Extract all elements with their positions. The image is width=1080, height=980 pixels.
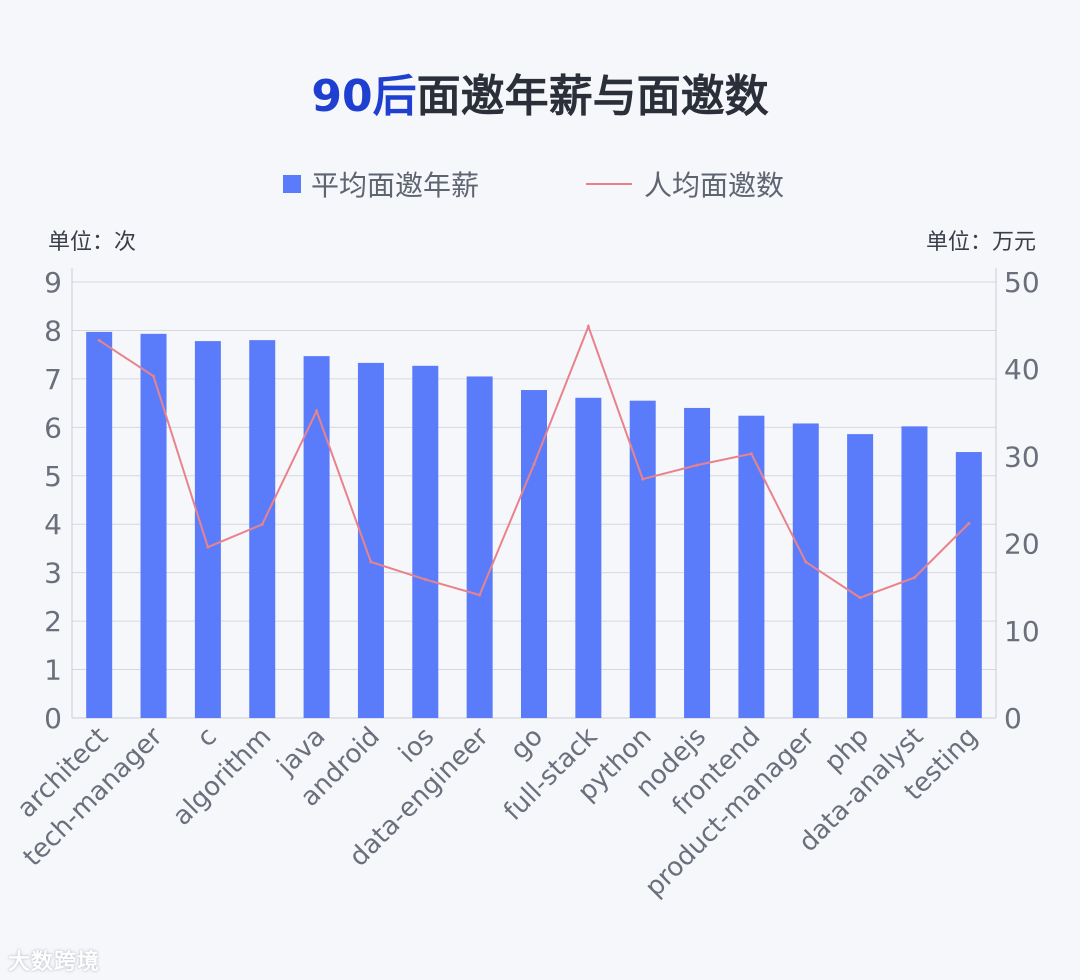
bar bbox=[738, 415, 765, 718]
line-point bbox=[858, 596, 862, 600]
line-point bbox=[695, 463, 699, 467]
right-tick-label: 20 bbox=[1004, 528, 1040, 561]
left-tick-label: 0 bbox=[44, 702, 62, 735]
right-tick-label: 0 bbox=[1004, 702, 1022, 735]
left-tick-label: 9 bbox=[44, 266, 62, 299]
line-point bbox=[152, 374, 156, 378]
chart-title: 90后面邀年薪与面邀数 bbox=[0, 60, 1080, 124]
bar bbox=[955, 452, 982, 718]
line-point bbox=[423, 577, 427, 581]
line-point bbox=[260, 522, 264, 526]
left-tick-label: 1 bbox=[44, 654, 62, 687]
x-tick-label: c bbox=[192, 722, 223, 753]
line-point bbox=[586, 324, 590, 328]
legend-swatch-bar bbox=[283, 175, 301, 193]
chart-title-highlight: 90后 bbox=[311, 71, 417, 122]
bar bbox=[901, 426, 928, 718]
x-tick-label: algorithm bbox=[167, 722, 277, 832]
left-tick-label: 4 bbox=[44, 508, 62, 541]
line-point bbox=[315, 409, 319, 413]
line-point bbox=[206, 545, 210, 549]
legend-label-bar: 平均面邀年薪 bbox=[311, 169, 480, 202]
bar bbox=[140, 333, 167, 718]
bar bbox=[629, 400, 656, 718]
right-tick-label: 10 bbox=[1004, 615, 1040, 648]
bar bbox=[86, 331, 113, 718]
right-tick-label: 40 bbox=[1004, 353, 1040, 386]
left-axis-unit: 单位：次 bbox=[48, 230, 137, 255]
left-tick-label: 7 bbox=[44, 363, 62, 396]
x-tick-label: go bbox=[505, 722, 549, 766]
bar bbox=[412, 365, 439, 718]
line-point bbox=[749, 452, 753, 456]
legend-label-line: 人均面邀数 bbox=[644, 169, 785, 202]
line-point bbox=[912, 576, 916, 580]
bar bbox=[303, 356, 330, 718]
line-point bbox=[804, 560, 808, 564]
line-point bbox=[967, 522, 971, 526]
left-tick-label: 6 bbox=[44, 411, 62, 444]
bar bbox=[357, 362, 384, 718]
left-tick-label: 3 bbox=[44, 557, 62, 590]
line-point bbox=[97, 338, 101, 342]
watermark-logo: 大数跨境 bbox=[8, 950, 101, 975]
left-tick-label: 8 bbox=[44, 314, 62, 347]
legend-item-bar: 平均面邀年薪 bbox=[283, 164, 479, 204]
legend-swatch-line bbox=[586, 183, 632, 185]
line-point bbox=[641, 477, 645, 481]
chart-legend: 平均面邀年薪 人均面邀数 bbox=[0, 164, 1080, 204]
right-tick-label: 30 bbox=[1004, 440, 1040, 473]
line-point bbox=[478, 593, 482, 597]
bar bbox=[684, 407, 711, 718]
left-tick-label: 5 bbox=[44, 460, 62, 493]
left-tick-label: 2 bbox=[44, 605, 62, 638]
right-axis-unit: 单位：万元 bbox=[925, 230, 1036, 255]
line-point bbox=[369, 560, 373, 564]
right-tick-label: 50 bbox=[1004, 266, 1040, 299]
bar bbox=[792, 423, 819, 718]
legend-item-line: 人均面邀数 bbox=[586, 164, 784, 204]
bar bbox=[466, 376, 493, 718]
bar bbox=[575, 397, 602, 718]
bar bbox=[847, 434, 874, 718]
chart-title-rest: 面邀年薪与面邀数 bbox=[416, 71, 769, 122]
bar bbox=[194, 341, 221, 718]
line-point bbox=[532, 462, 536, 466]
